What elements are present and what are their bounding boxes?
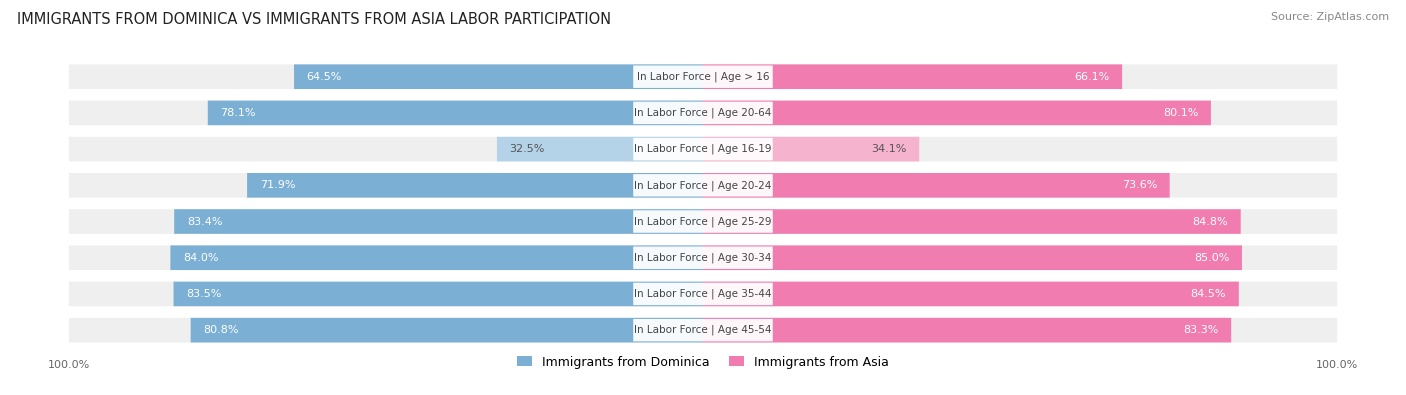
Text: 84.8%: 84.8% <box>1192 216 1227 226</box>
FancyBboxPatch shape <box>294 64 703 89</box>
Text: 85.0%: 85.0% <box>1194 253 1229 263</box>
FancyBboxPatch shape <box>208 101 703 125</box>
Text: 78.1%: 78.1% <box>221 108 256 118</box>
Text: 84.0%: 84.0% <box>183 253 218 263</box>
Text: In Labor Force | Age 20-24: In Labor Force | Age 20-24 <box>634 180 772 190</box>
Text: IMMIGRANTS FROM DOMINICA VS IMMIGRANTS FROM ASIA LABOR PARTICIPATION: IMMIGRANTS FROM DOMINICA VS IMMIGRANTS F… <box>17 12 612 27</box>
Text: In Labor Force | Age > 16: In Labor Force | Age > 16 <box>637 71 769 82</box>
Text: Source: ZipAtlas.com: Source: ZipAtlas.com <box>1271 12 1389 22</box>
Text: 32.5%: 32.5% <box>509 144 546 154</box>
FancyBboxPatch shape <box>633 246 773 269</box>
FancyBboxPatch shape <box>69 282 1337 306</box>
FancyBboxPatch shape <box>174 209 703 234</box>
FancyBboxPatch shape <box>173 282 703 306</box>
Text: 80.8%: 80.8% <box>204 325 239 335</box>
FancyBboxPatch shape <box>191 318 703 342</box>
Text: 66.1%: 66.1% <box>1074 72 1109 82</box>
FancyBboxPatch shape <box>703 101 1211 125</box>
Text: 84.5%: 84.5% <box>1191 289 1226 299</box>
FancyBboxPatch shape <box>496 137 703 162</box>
Text: In Labor Force | Age 45-54: In Labor Force | Age 45-54 <box>634 325 772 335</box>
FancyBboxPatch shape <box>633 174 773 197</box>
FancyBboxPatch shape <box>703 137 920 162</box>
FancyBboxPatch shape <box>633 102 773 124</box>
Text: In Labor Force | Age 30-34: In Labor Force | Age 30-34 <box>634 252 772 263</box>
Text: 73.6%: 73.6% <box>1122 181 1157 190</box>
FancyBboxPatch shape <box>69 173 1337 198</box>
Text: 64.5%: 64.5% <box>307 72 342 82</box>
FancyBboxPatch shape <box>69 209 1337 234</box>
FancyBboxPatch shape <box>69 137 1337 162</box>
FancyBboxPatch shape <box>703 318 1232 342</box>
Text: In Labor Force | Age 20-64: In Labor Force | Age 20-64 <box>634 108 772 118</box>
FancyBboxPatch shape <box>69 318 1337 342</box>
FancyBboxPatch shape <box>703 64 1122 89</box>
FancyBboxPatch shape <box>69 245 1337 270</box>
Text: 71.9%: 71.9% <box>260 181 295 190</box>
FancyBboxPatch shape <box>633 66 773 88</box>
Text: In Labor Force | Age 35-44: In Labor Force | Age 35-44 <box>634 289 772 299</box>
Text: 83.5%: 83.5% <box>186 289 222 299</box>
FancyBboxPatch shape <box>247 173 703 198</box>
Text: In Labor Force | Age 16-19: In Labor Force | Age 16-19 <box>634 144 772 154</box>
FancyBboxPatch shape <box>633 210 773 233</box>
Text: 83.3%: 83.3% <box>1182 325 1219 335</box>
Text: 34.1%: 34.1% <box>872 144 907 154</box>
Legend: Immigrants from Dominica, Immigrants from Asia: Immigrants from Dominica, Immigrants fro… <box>512 351 894 374</box>
FancyBboxPatch shape <box>633 319 773 341</box>
FancyBboxPatch shape <box>633 283 773 305</box>
Text: 83.4%: 83.4% <box>187 216 222 226</box>
FancyBboxPatch shape <box>703 173 1170 198</box>
FancyBboxPatch shape <box>703 282 1239 306</box>
FancyBboxPatch shape <box>633 138 773 160</box>
Text: 80.1%: 80.1% <box>1163 108 1198 118</box>
Text: In Labor Force | Age 25-29: In Labor Force | Age 25-29 <box>634 216 772 227</box>
FancyBboxPatch shape <box>703 209 1240 234</box>
FancyBboxPatch shape <box>69 64 1337 89</box>
FancyBboxPatch shape <box>170 245 703 270</box>
FancyBboxPatch shape <box>69 101 1337 125</box>
FancyBboxPatch shape <box>703 245 1241 270</box>
